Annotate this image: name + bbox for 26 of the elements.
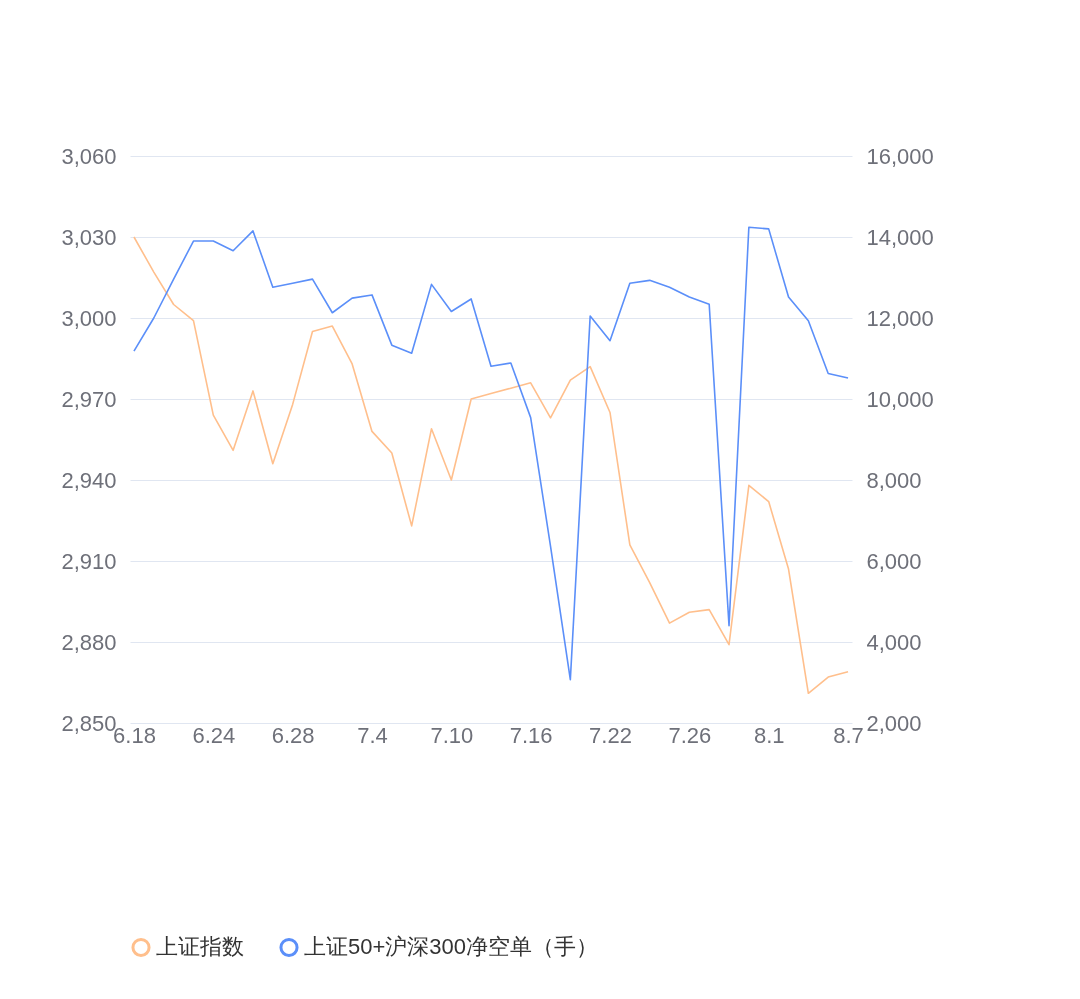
y-tick-label: 2,910 bbox=[61, 548, 117, 574]
legend-label: 上证50+沪深300净空单（手） bbox=[304, 934, 599, 960]
y-tick-label: 2,880 bbox=[61, 629, 117, 655]
y-tick-label: 2,940 bbox=[61, 467, 117, 493]
x-tick-label: 7.22 bbox=[589, 722, 632, 748]
y2-tick-label: 12,000 bbox=[866, 305, 934, 331]
y2-tick-label: 14,000 bbox=[866, 224, 934, 250]
y2-tick-label: 6,000 bbox=[866, 548, 922, 574]
x-tick-label: 7.4 bbox=[357, 722, 388, 748]
x-tick-label: 7.10 bbox=[430, 722, 474, 748]
y-tick-label: 3,000 bbox=[61, 305, 117, 331]
y2-tick-label: 4,000 bbox=[866, 629, 922, 655]
legend-label: 上证指数 bbox=[156, 934, 244, 960]
y-tick-label: 3,030 bbox=[61, 224, 117, 250]
x-tick-label: 8.7 bbox=[833, 722, 864, 748]
y-tick-label: 3,060 bbox=[61, 143, 117, 169]
y2-tick-label: 8,000 bbox=[866, 467, 922, 493]
x-tick-label: 6.24 bbox=[192, 722, 236, 748]
y-tick-label: 2,970 bbox=[61, 386, 117, 412]
y2-tick-label: 16,000 bbox=[866, 143, 934, 169]
y2-tick-label: 10,000 bbox=[866, 386, 934, 412]
x-tick-label: 8.1 bbox=[753, 722, 785, 748]
x-tick-label: 7.16 bbox=[509, 722, 553, 748]
y2-tick-label: 2,000 bbox=[866, 710, 922, 736]
x-tick-label: 6.28 bbox=[271, 722, 315, 748]
x-tick-label: 7.26 bbox=[668, 722, 712, 748]
